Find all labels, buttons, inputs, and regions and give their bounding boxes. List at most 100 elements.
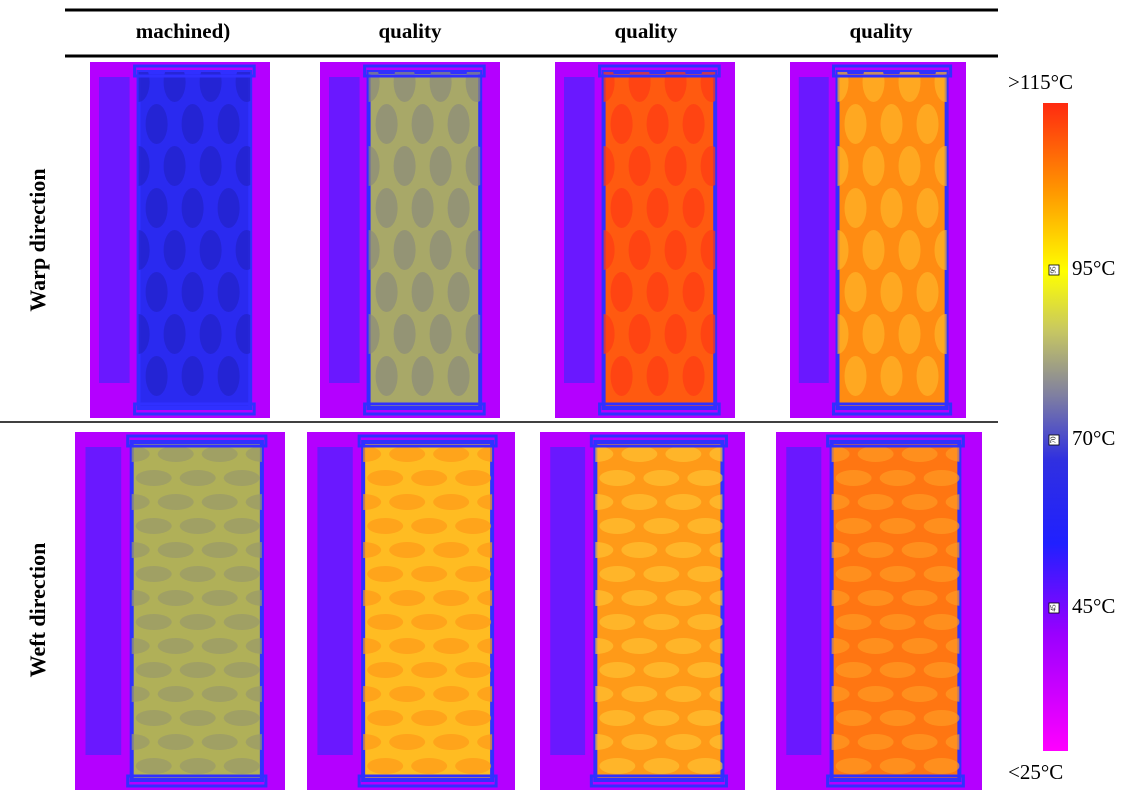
column-header: quality [378,19,442,43]
weave-cell [433,446,469,462]
weave-cell [665,590,701,606]
fixture [317,447,352,755]
weave-cell [158,542,194,558]
weave-cell [202,590,238,606]
weave-cell [665,146,687,186]
weave-cell [917,356,939,396]
weave-cell [430,146,452,186]
weave-cell [902,638,938,654]
weave-cell [136,566,172,582]
weave-cell [136,518,172,534]
weave-cell [367,662,403,678]
weave-cell [136,470,172,486]
weave-cell [202,734,238,750]
weave-cell [411,662,447,678]
weave-cell [389,494,425,510]
weave-cell [902,494,938,510]
weave-cell [599,758,635,774]
weave-cell [146,272,168,312]
weave-cell [164,146,186,186]
thermal-image [540,432,767,790]
weave-cell [146,104,168,144]
weave-cell [621,494,657,510]
weave-cell [367,710,403,726]
weave-cell [643,470,679,486]
weave-cell [665,314,687,354]
weave-cell [924,662,960,678]
weave-cell [899,146,921,186]
weave-cell [376,188,398,228]
weave-cell [411,710,447,726]
weave-cell [164,230,186,270]
weave-cell [858,638,894,654]
weave-cell [880,518,916,534]
weave-cell [687,710,723,726]
weave-cell [158,638,194,654]
weave-cell [599,662,635,678]
weave-cell [611,188,633,228]
weave-cell [180,518,216,534]
weave-cell [858,734,894,750]
weave-cell [621,590,657,606]
weave-cell [158,734,194,750]
weave-cell [218,272,240,312]
weave-cell [136,662,172,678]
weave-cell [924,518,960,534]
weave-cell [448,188,470,228]
weave-cell [376,104,398,144]
fixture [786,447,821,755]
weave-cell [858,494,894,510]
weave-cell [164,314,186,354]
weave-cell [924,470,960,486]
weave-cell [394,146,416,186]
weave-cell [611,356,633,396]
weave-cell [136,758,172,774]
weave-cell [629,146,651,186]
weave-cell [924,758,960,774]
row-label: Warp direction [25,168,50,311]
weave-cell [902,542,938,558]
weave-cell [430,230,452,270]
weave-cell [643,758,679,774]
weave-cell [899,230,921,270]
weave-cell [924,710,960,726]
weave-cell [389,734,425,750]
weave-cell [411,470,447,486]
fixture [99,77,130,383]
weave-cell [863,146,885,186]
weave-cell [917,104,939,144]
weave-cell [858,446,894,462]
weave-cell [455,662,491,678]
weave-cell [880,662,916,678]
weave-cell [455,614,491,630]
colorbar [1043,103,1068,751]
weave-cell [647,188,669,228]
colorbar-tick-label: 70°C [1072,426,1115,450]
weave-cell [880,710,916,726]
weave-cell [863,314,885,354]
weave-cell [367,614,403,630]
weave-cell [202,542,238,558]
weave-cell [158,446,194,462]
weave-cell [863,230,885,270]
weave-cell [845,188,867,228]
weave-cell [643,662,679,678]
weave-cell [430,314,452,354]
fixture [550,447,585,755]
weave-cell [665,638,701,654]
weave-cell [917,272,939,312]
weave-cell [643,614,679,630]
weave-cell [845,272,867,312]
weave-cell [643,518,679,534]
weave-cell [180,614,216,630]
weave-cell [224,470,260,486]
weave-cell [643,566,679,582]
weave-cell [200,314,222,354]
weave-cell [200,230,222,270]
weave-cell [687,614,723,630]
weave-cell [411,614,447,630]
weave-cell [411,566,447,582]
weave-cell [202,446,238,462]
weave-cell [621,446,657,462]
weave-cell [394,230,416,270]
